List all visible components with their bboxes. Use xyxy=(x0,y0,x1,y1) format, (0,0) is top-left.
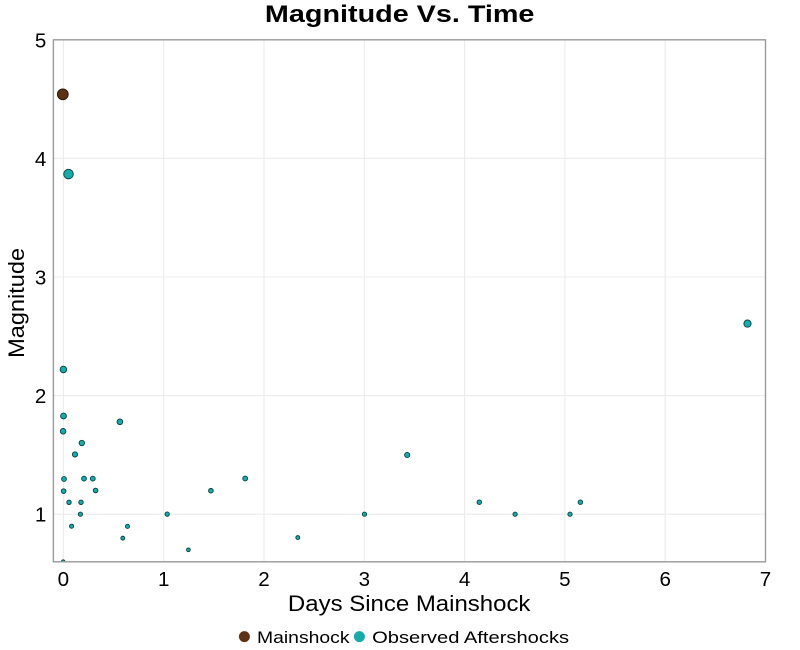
svg-text:5: 5 xyxy=(559,568,570,591)
svg-text:4: 4 xyxy=(35,148,46,171)
svg-text:7: 7 xyxy=(760,568,771,591)
svg-text:1: 1 xyxy=(35,504,46,527)
svg-text:5: 5 xyxy=(35,29,46,52)
svg-text:Magnitude: Magnitude xyxy=(4,248,29,358)
svg-text:2: 2 xyxy=(35,385,46,408)
svg-text:6: 6 xyxy=(659,568,670,591)
svg-text:Observed Aftershocks: Observed Aftershocks xyxy=(372,628,569,647)
svg-text:0: 0 xyxy=(58,568,69,591)
svg-text:3: 3 xyxy=(35,267,46,290)
svg-text:4: 4 xyxy=(459,568,470,591)
svg-text:3: 3 xyxy=(359,568,370,591)
svg-text:1: 1 xyxy=(158,568,169,591)
svg-text:2: 2 xyxy=(258,568,269,591)
svg-text:Mainshock: Mainshock xyxy=(257,628,350,647)
svg-text:Days Since Mainshock: Days Since Mainshock xyxy=(288,591,532,616)
svg-text:Magnitude Vs. Time: Magnitude Vs. Time xyxy=(265,1,535,28)
